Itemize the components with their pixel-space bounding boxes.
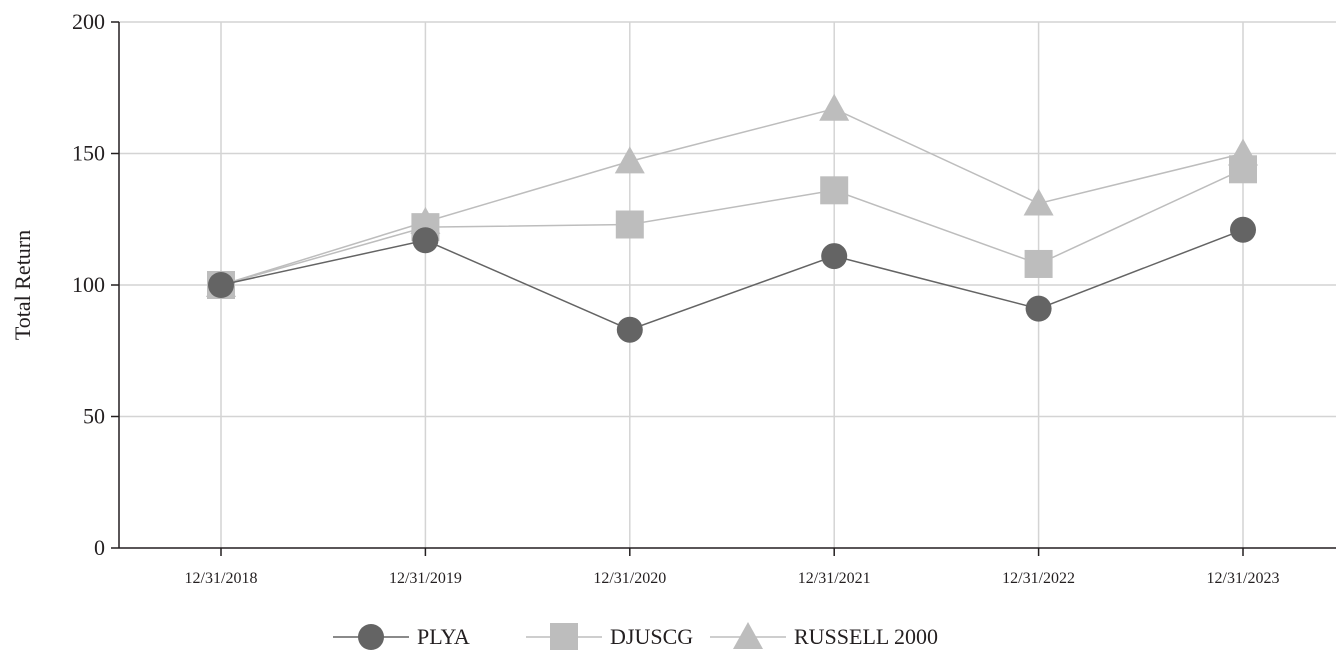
data-point-plya xyxy=(616,316,643,343)
data-point-plya xyxy=(1230,216,1256,243)
legend-label: PLYA xyxy=(417,624,470,649)
x-tick-label: 12/31/2021 xyxy=(798,570,871,587)
series-line-djuscg xyxy=(220,168,1244,286)
data-point-djuscg xyxy=(820,176,849,205)
y-axis-ticks: 0 50 100 150 200 xyxy=(72,9,119,560)
x-tick-label: 12/31/2020 xyxy=(593,570,666,587)
y-tick-label: 200 xyxy=(72,9,105,34)
x-tick-label: 12/31/2023 xyxy=(1207,570,1280,587)
data-point-plya xyxy=(412,227,439,254)
y-tick-label: 100 xyxy=(72,272,105,297)
legend: PLYA DJUSCG RUSSELL 2000 xyxy=(333,622,938,650)
data-point-plya xyxy=(821,243,848,270)
series-plya xyxy=(208,216,1256,343)
legend-item-plya: PLYA xyxy=(333,624,470,650)
data-point-russell-2000 xyxy=(819,93,850,121)
y-tick-label: 50 xyxy=(83,404,105,429)
data-point-djuscg xyxy=(1024,249,1053,278)
data-point-djuscg xyxy=(615,210,644,239)
series-russell-2000 xyxy=(206,93,1258,297)
series-group xyxy=(206,93,1258,343)
data-point-russell-2000 xyxy=(614,146,645,174)
legend-label: RUSSELL 2000 xyxy=(794,624,938,649)
x-tick-label: 12/31/2019 xyxy=(389,570,462,587)
y-tick-label: 0 xyxy=(94,535,105,560)
data-point-djuscg xyxy=(1229,155,1257,184)
series-djuscg xyxy=(207,155,1257,299)
series-line-plya xyxy=(220,229,1244,331)
legend-item-russell-2000: RUSSELL 2000 xyxy=(710,622,938,649)
series-line-russell-2000 xyxy=(220,107,1244,286)
legend-label: DJUSCG xyxy=(610,624,693,649)
y-axis-title: Total Return xyxy=(10,230,35,340)
x-axis-ticks: 12/31/2018 12/31/2019 12/31/2020 12/31/2021… xyxy=(185,548,1280,587)
legend-marker-plya xyxy=(358,624,384,650)
data-point-russell-2000 xyxy=(1023,188,1054,216)
legend-item-djuscg: DJUSCG xyxy=(526,623,693,650)
legend-marker-djuscg xyxy=(550,623,578,650)
x-tick-label: 12/31/2018 xyxy=(185,570,258,587)
x-tick-label: 12/31/2022 xyxy=(1002,570,1075,587)
gridlines xyxy=(119,21,1336,548)
data-point-plya xyxy=(208,272,234,298)
y-tick-label: 150 xyxy=(72,141,105,166)
data-point-plya xyxy=(1025,295,1052,322)
legend-marker-russell-2000 xyxy=(733,622,763,649)
